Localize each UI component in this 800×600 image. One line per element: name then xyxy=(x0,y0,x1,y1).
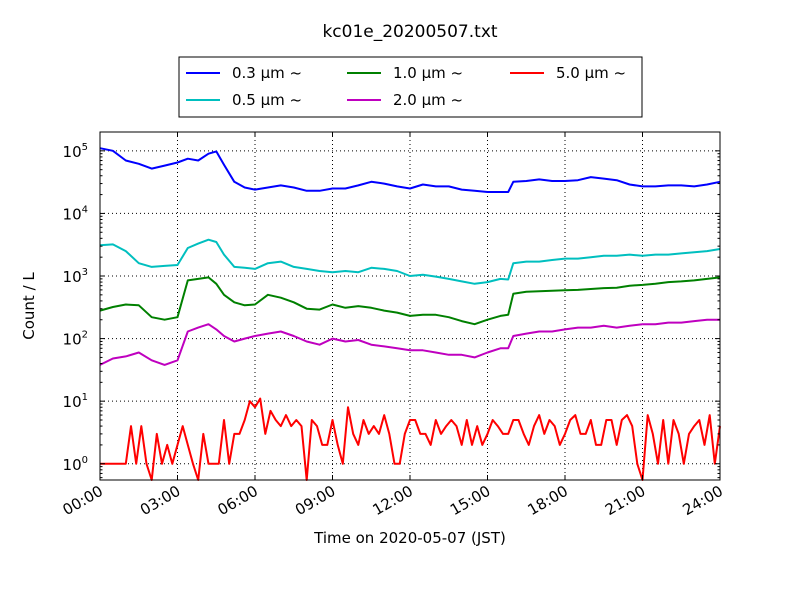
legend-box xyxy=(178,56,643,118)
series-line-4 xyxy=(100,397,721,481)
y-tick-label: 104 xyxy=(63,204,88,223)
x-tick-label: 03:00 xyxy=(137,482,183,519)
y-tick-base: 10 xyxy=(63,456,82,474)
legend-label-3: 2.0 μm ~ xyxy=(393,91,463,109)
y-tick-exponent: 5 xyxy=(82,142,88,153)
series-layer xyxy=(99,147,721,481)
x-tick-label: 21:00 xyxy=(602,482,648,519)
x-tick-label: 09:00 xyxy=(292,482,338,519)
chart-title: kc01e_20200507.txt xyxy=(322,22,497,42)
series-line-0 xyxy=(99,147,721,193)
legend-label-2: 1.0 μm ~ xyxy=(393,64,463,82)
y-tick-base: 10 xyxy=(63,205,82,223)
x-tick-label: 18:00 xyxy=(525,482,571,519)
x-tick-label: 06:00 xyxy=(215,482,261,519)
y-tick-exponent: 4 xyxy=(82,204,88,215)
y-tick-exponent: 1 xyxy=(82,392,88,403)
series-line-3 xyxy=(99,318,720,366)
y-tick-label: 101 xyxy=(63,392,88,411)
y-tick-label: 100 xyxy=(63,455,88,474)
x-axis-label: Time on 2020-05-07 (JST) xyxy=(313,529,506,547)
x-tick-label: 24:00 xyxy=(680,482,726,519)
legend-label-1: 0.5 μm ~ xyxy=(232,91,302,109)
series-line-2 xyxy=(99,276,721,326)
x-tick-label: 00:00 xyxy=(60,482,106,519)
legend-label-0: 0.3 μm ~ xyxy=(232,64,302,82)
x-tick-label: 12:00 xyxy=(370,482,416,519)
y-tick-exponent: 2 xyxy=(82,330,88,341)
y-tick-label: 103 xyxy=(63,267,88,286)
y-axis-label: Count / L xyxy=(20,272,38,340)
legend: 0.3 μm ~ 0.5 μm ~ 1.0 μm ~ 2.0 μm ~ 5.0 μm ~ xyxy=(178,56,643,118)
y-tick-label: 102 xyxy=(63,330,88,349)
y-tick-base: 10 xyxy=(63,268,82,286)
y-tick-base: 10 xyxy=(63,393,82,411)
legend-label-4: 5.0 μm ~ xyxy=(556,64,626,82)
y-tick-exponent: 3 xyxy=(82,267,88,278)
y-tick-label: 105 xyxy=(63,142,88,161)
y-tick-exponent: 0 xyxy=(82,455,88,466)
y-tick-base: 10 xyxy=(63,143,82,161)
y-tick-base: 10 xyxy=(63,331,82,349)
x-tick-label: 15:00 xyxy=(447,482,493,519)
grid-lines xyxy=(100,132,720,480)
series-line-1 xyxy=(99,238,721,285)
